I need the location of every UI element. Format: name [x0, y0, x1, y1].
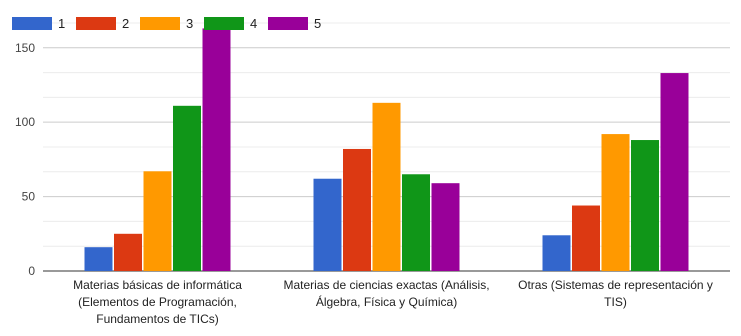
x-category-label-line: (Elementos de Programación, [78, 295, 237, 309]
bar-2-category-3[interactable] [572, 205, 600, 271]
bar-1-category-3[interactable] [542, 235, 571, 271]
x-category-label-line: Fundamentos de TICs) [96, 312, 219, 326]
legend-swatch-4[interactable] [204, 17, 244, 30]
bar-1-category-2[interactable] [313, 178, 342, 271]
bar-5-category-2[interactable] [431, 183, 460, 271]
bar-4-category-2[interactable] [402, 174, 430, 271]
legend-label-1[interactable]: 1 [58, 16, 65, 31]
x-category-label-line: Álgebra, Física y Química) [316, 294, 457, 309]
legend-label-3[interactable]: 3 [186, 16, 193, 31]
legend-swatch-1[interactable] [12, 17, 52, 30]
bar-2-category-2[interactable] [343, 148, 371, 271]
x-category-label: Materias de ciencias exactas (Análisis, Á… [283, 278, 489, 309]
bar-4-category-3[interactable] [631, 140, 659, 271]
x-category-label: Materias básicas de informática (Elemento… [73, 278, 242, 326]
bar-5-category-1[interactable] [202, 28, 231, 271]
bar-3-category-1[interactable] [143, 171, 172, 271]
y-tick-label: 0 [28, 264, 35, 278]
legend-label-2[interactable]: 2 [122, 16, 129, 31]
x-category-label: Otras (Sistemas de representación y TIS) [518, 278, 713, 309]
y-axis: 0 50 100 150 [15, 41, 35, 278]
legend[interactable]: 1 2 3 4 5 [12, 16, 321, 31]
legend-label-4[interactable]: 4 [250, 16, 257, 31]
bar-1-category-1[interactable] [84, 247, 113, 271]
x-category-label-line: Materias básicas de informática [73, 278, 242, 292]
legend-swatch-5[interactable] [268, 17, 308, 30]
bar-4-category-1[interactable] [173, 105, 201, 272]
bar-2-category-1[interactable] [114, 233, 142, 271]
bar-5-category-3[interactable] [660, 73, 689, 272]
y-tick-label: 100 [15, 115, 35, 129]
x-category-label-line: TIS) [604, 295, 627, 309]
legend-label-5[interactable]: 5 [314, 16, 321, 31]
y-tick-label: 50 [22, 190, 36, 204]
x-category-label-line: Otras (Sistemas de representación y [518, 278, 713, 292]
x-category-label-line: Materias de ciencias exactas (Análisis, [283, 278, 489, 292]
bar-3-category-3[interactable] [601, 134, 630, 271]
bar-3-category-2[interactable] [372, 102, 401, 272]
x-axis: Materias básicas de informática (Elemento… [73, 278, 713, 326]
y-tick-label: 150 [15, 41, 35, 55]
legend-swatch-2[interactable] [76, 17, 116, 30]
legend-swatch-3[interactable] [140, 17, 180, 30]
bars [84, 28, 689, 272]
